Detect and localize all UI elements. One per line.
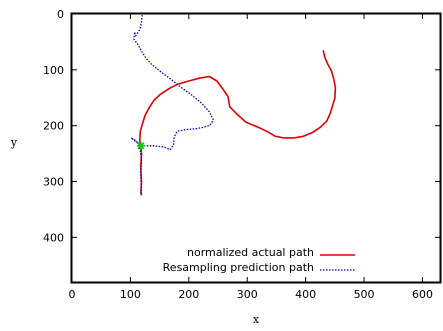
x-tick-label: 300 (237, 288, 258, 301)
y-axis-label: y (10, 136, 18, 149)
x-tick-label: 500 (354, 288, 375, 301)
legend-label-actual-path: normalized actual path (187, 246, 314, 259)
x-axis-ticks: 0 100 200 300 400 500 600 (69, 14, 433, 301)
legend: normalized actual path Resampling predic… (163, 246, 355, 274)
y-tick-label: 100 (43, 64, 64, 77)
y-tick-label: 300 (43, 176, 64, 189)
y-tick-label: 0 (57, 8, 64, 21)
x-tick-label: 100 (120, 288, 141, 301)
y-tick-label: 200 (43, 120, 64, 133)
plot-frame (70, 12, 442, 284)
x-axis-label: x (253, 313, 260, 326)
x-tick-label: 0 (69, 288, 76, 301)
y-tick-label: 400 (43, 231, 64, 244)
legend-label-prediction-path: Resampling prediction path (163, 261, 314, 274)
x-tick-label: 400 (295, 288, 316, 301)
series-layer (130, 15, 337, 196)
x-tick-label: 600 (412, 288, 433, 301)
series-line-0 (139, 50, 337, 196)
start-marker (136, 141, 145, 150)
series-line-1 (130, 15, 215, 194)
x-tick-label: 200 (178, 288, 199, 301)
y-axis-ticks: 0 100 200 300 400 (43, 8, 440, 244)
